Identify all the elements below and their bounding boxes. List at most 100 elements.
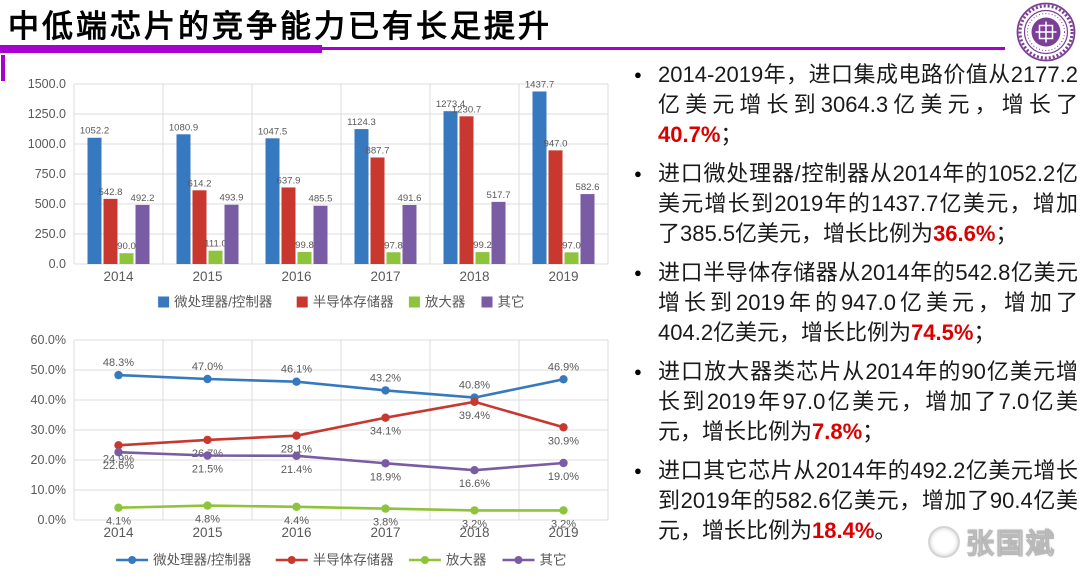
legend-label: 半导体存储器 [313, 553, 394, 568]
data-point [381, 413, 390, 422]
point-value-label: 39.4% [459, 410, 490, 422]
y-tick-label: 60.0% [31, 333, 66, 347]
point-value-label: 34.1% [370, 426, 401, 438]
bullet-highlight: 40.7% [658, 122, 721, 147]
point-value-label: 46.9% [548, 361, 579, 373]
y-tick-label: 0.0% [38, 513, 67, 527]
y-tick-label: 40.0% [31, 393, 66, 407]
left-accent-bar [1, 55, 5, 81]
legend-point-marker [514, 556, 523, 564]
bar [548, 150, 563, 264]
bar [475, 252, 490, 264]
title-underline-thin [322, 47, 1005, 50]
data-point [559, 423, 568, 432]
x-tick-label: 2015 [192, 269, 222, 284]
line-chart: 0.0% 10.0% 20.0% 30.0% 40.0% 50.0% 60.0% 2014 20… [31, 333, 609, 568]
legend-label: 其它 [498, 294, 525, 310]
x-tick-label: 2014 [103, 269, 134, 284]
bar [297, 252, 312, 264]
bullet-text: 进口其它芯片从2014年的492.2亿美元增长到2019年的582.6亿美元，增… [658, 458, 1078, 543]
data-point [114, 441, 123, 450]
point-value-label: 18.9% [370, 471, 401, 483]
bar-value-label: 97.0 [562, 240, 581, 251]
bar [224, 204, 239, 264]
point-value-label: 4.1% [106, 516, 131, 528]
bar-value-label: 1124.3 [347, 117, 376, 128]
bar-value-label: 485.5 [308, 194, 332, 205]
bar-value-label: 1047.5 [258, 126, 287, 137]
bullet-item: 2014-2019年，进口集成电路价值从2177.2亿美元增长到3064.3亿美… [634, 60, 1078, 150]
bar [386, 252, 401, 264]
point-value-label: 16.6% [459, 478, 490, 490]
bar [354, 129, 369, 264]
bar [532, 91, 547, 264]
data-point [559, 375, 568, 384]
y-tick-label: 250.0 [35, 227, 66, 241]
x-tick-label: 2015 [192, 525, 222, 540]
legend-label: 微处理器/控制器 [153, 553, 252, 568]
bar-chart: 0.0 250.0 500.0 750.0 1000.0 1250.0 1500.0 2014… [28, 77, 609, 310]
bullet-item: 进口半导体存储器从2014年的542.8亿美元增长到2019年的947.0亿美元… [634, 258, 1078, 348]
line-series [118, 400, 564, 447]
bar-value-label: 492.2 [130, 193, 154, 204]
y-tick-label: 1250.0 [28, 107, 66, 121]
line-series [118, 504, 564, 512]
data-point [381, 386, 390, 395]
point-value-label: 21.5% [192, 464, 223, 476]
title-underline-thick [0, 45, 322, 53]
bar-value-label: 542.8 [98, 187, 122, 198]
bullet-item: 进口其它芯片从2014年的492.2亿美元增长到2019年的582.6亿美元，增… [634, 456, 1078, 546]
university-logo-icon [1016, 2, 1076, 62]
legend-swatch [408, 296, 420, 308]
bar-value-label: 97.8 [384, 240, 403, 251]
bullet-highlight: 7.8% [812, 419, 863, 444]
bar-value-label: 90.0 [117, 241, 136, 252]
legend-label: 其它 [540, 552, 567, 568]
y-tick-label: 0.0 [49, 257, 66, 271]
legend-swatch [296, 296, 308, 308]
bar [580, 194, 595, 264]
bar [402, 205, 417, 264]
x-tick-label: 2019 [548, 269, 578, 284]
point-value-label: 46.1% [281, 364, 312, 376]
data-point [470, 466, 479, 475]
bar [192, 190, 207, 264]
bar-value-label: 99.8 [295, 240, 314, 251]
bar-value-label: 637.9 [276, 175, 300, 186]
point-value-label: 22.6% [103, 460, 134, 472]
bar-value-label: 1052.2 [80, 126, 109, 137]
bullet-item: 进口放大器类芯片从2014年的90亿美元增长到2019年97.0亿美元，增加了7… [634, 357, 1078, 447]
bar-value-label: 947.0 [543, 138, 567, 149]
bar [443, 111, 458, 264]
data-point [292, 431, 301, 440]
bullet-text-post: ； [995, 221, 1018, 246]
x-tick-label: 2018 [459, 525, 489, 540]
point-value-label: 24.9% [103, 453, 134, 465]
data-point [292, 377, 301, 386]
bar [87, 137, 102, 264]
legend-point-marker [287, 556, 296, 564]
data-point [381, 504, 390, 513]
bullet-text-post: 。 [874, 518, 897, 543]
bar-value-label: 1080.9 [169, 122, 198, 133]
legend-swatch [481, 296, 493, 308]
data-point [203, 435, 212, 445]
legend-swatch [158, 296, 170, 308]
legend-point-marker [420, 556, 429, 564]
y-tick-label: 1500.0 [28, 77, 66, 91]
bullet-text: 进口半导体存储器从2014年的542.8亿美元增长到2019年的947.0亿美元… [658, 260, 1078, 345]
legend-label: 放大器 [425, 295, 466, 310]
line-series [118, 373, 564, 399]
bullet-highlight: 18.4% [812, 518, 875, 543]
data-point [114, 448, 123, 457]
legend-label: 放大器 [446, 553, 487, 568]
point-value-label: 4.8% [195, 514, 220, 526]
point-value-label: 3.8% [373, 517, 398, 529]
bar-value-label: 887.7 [365, 145, 389, 156]
data-point [559, 458, 568, 468]
point-value-label: 47.0% [192, 361, 223, 373]
bar-value-label: 614.2 [187, 178, 211, 189]
bar [176, 134, 191, 264]
data-point [470, 506, 479, 515]
point-value-label: 4.4% [284, 515, 309, 527]
